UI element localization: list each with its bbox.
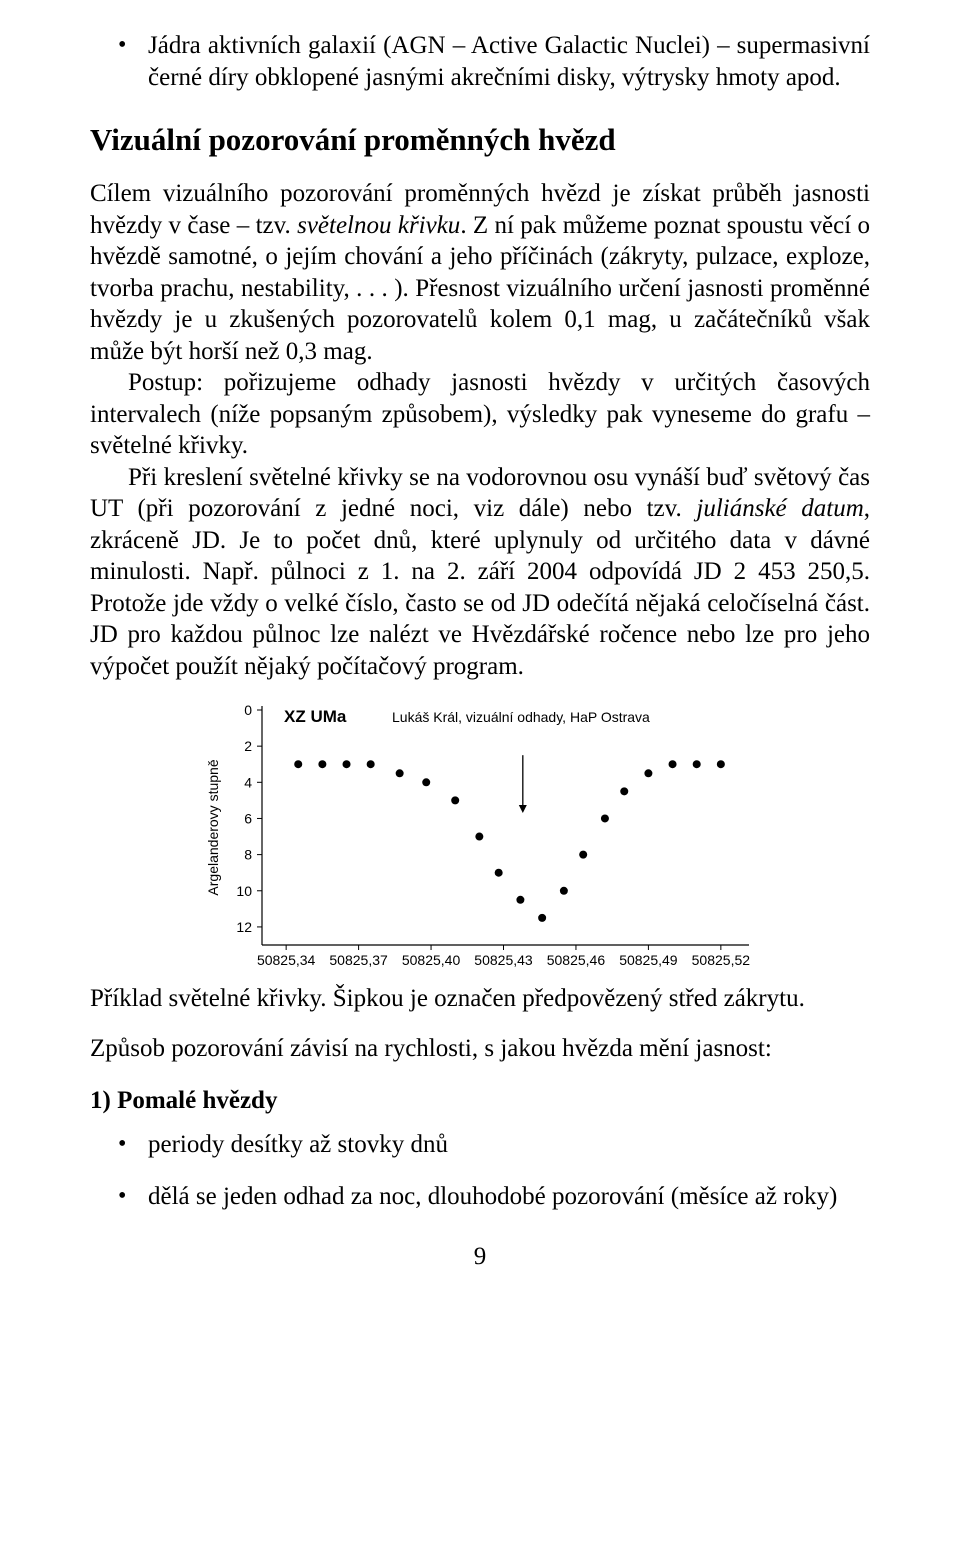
paragraph-2: Postup: pořizujeme odhady jasnosti hvězd… [90,367,870,462]
svg-text:Argelanderovy stupně: Argelanderovy stupně [205,759,221,895]
svg-text:4: 4 [244,774,252,790]
page: Jádra aktivních galaxií (AGN – Active Ga… [0,0,960,1301]
svg-text:10: 10 [236,883,252,899]
para1-italic: světelnou křivku [297,212,460,239]
chart-caption: Příklad světelné křivky. Šipkou je označ… [90,985,870,1013]
svg-text:8: 8 [244,847,252,863]
para3-text-c: , zkráceně JD. Je to počet dnů, které up… [90,495,870,680]
svg-text:50825,46: 50825,46 [547,952,606,968]
subheading-slow-stars: 1) Pomalé hvězdy [90,1085,870,1117]
svg-text:2: 2 [244,738,252,754]
svg-text:12: 12 [236,919,252,935]
svg-text:XZ UMa: XZ UMa [284,707,347,726]
chart-svg: 0 2 4 6 8 10 12 50825,34 50825,37 50825,40 50825,4… [200,700,760,975]
lead-sentence: Způsob pozorování závisí na rychlosti, s… [90,1035,870,1063]
top-bullet-list: Jádra aktivních galaxií (AGN – Active Ga… [90,30,870,94]
paragraph-3: Při kreslení světelné křivky se na vodor… [90,462,870,683]
light-curve-chart: 0 2 4 6 8 10 12 50825,34 50825,37 50825,40 50825,4… [200,700,760,975]
paragraph-1: Cílem vizuálního pozorování proměnných h… [90,178,870,367]
svg-text:50825,43: 50825,43 [474,952,533,968]
bullet-one-estimate: dělá se jeden odhad za noc, dlouhodobé p… [148,1181,870,1213]
para3-italic: juliánské datum [696,495,863,522]
page-number: 9 [90,1243,870,1271]
bullet-agn: Jádra aktivních galaxií (AGN – Active Ga… [148,30,870,94]
svg-text:50825,52: 50825,52 [692,952,751,968]
svg-text:Lukáš Král, vizuální odhady, H: Lukáš Král, vizuální odhady, HaP Ostrava [392,709,650,725]
section-heading: Vizuální pozorování proměnných hvězd [90,122,870,158]
svg-text:50825,37: 50825,37 [329,952,388,968]
svg-text:50825,34: 50825,34 [257,952,316,968]
svg-text:6: 6 [244,810,252,826]
bullet-periods: periody desítky až stovky dnů [148,1129,870,1161]
svg-text:50825,40: 50825,40 [402,952,461,968]
slow-stars-bullets: periody desítky až stovky dnů dělá se je… [90,1129,870,1213]
svg-text:50825,49: 50825,49 [619,952,678,968]
svg-text:0: 0 [244,702,252,718]
